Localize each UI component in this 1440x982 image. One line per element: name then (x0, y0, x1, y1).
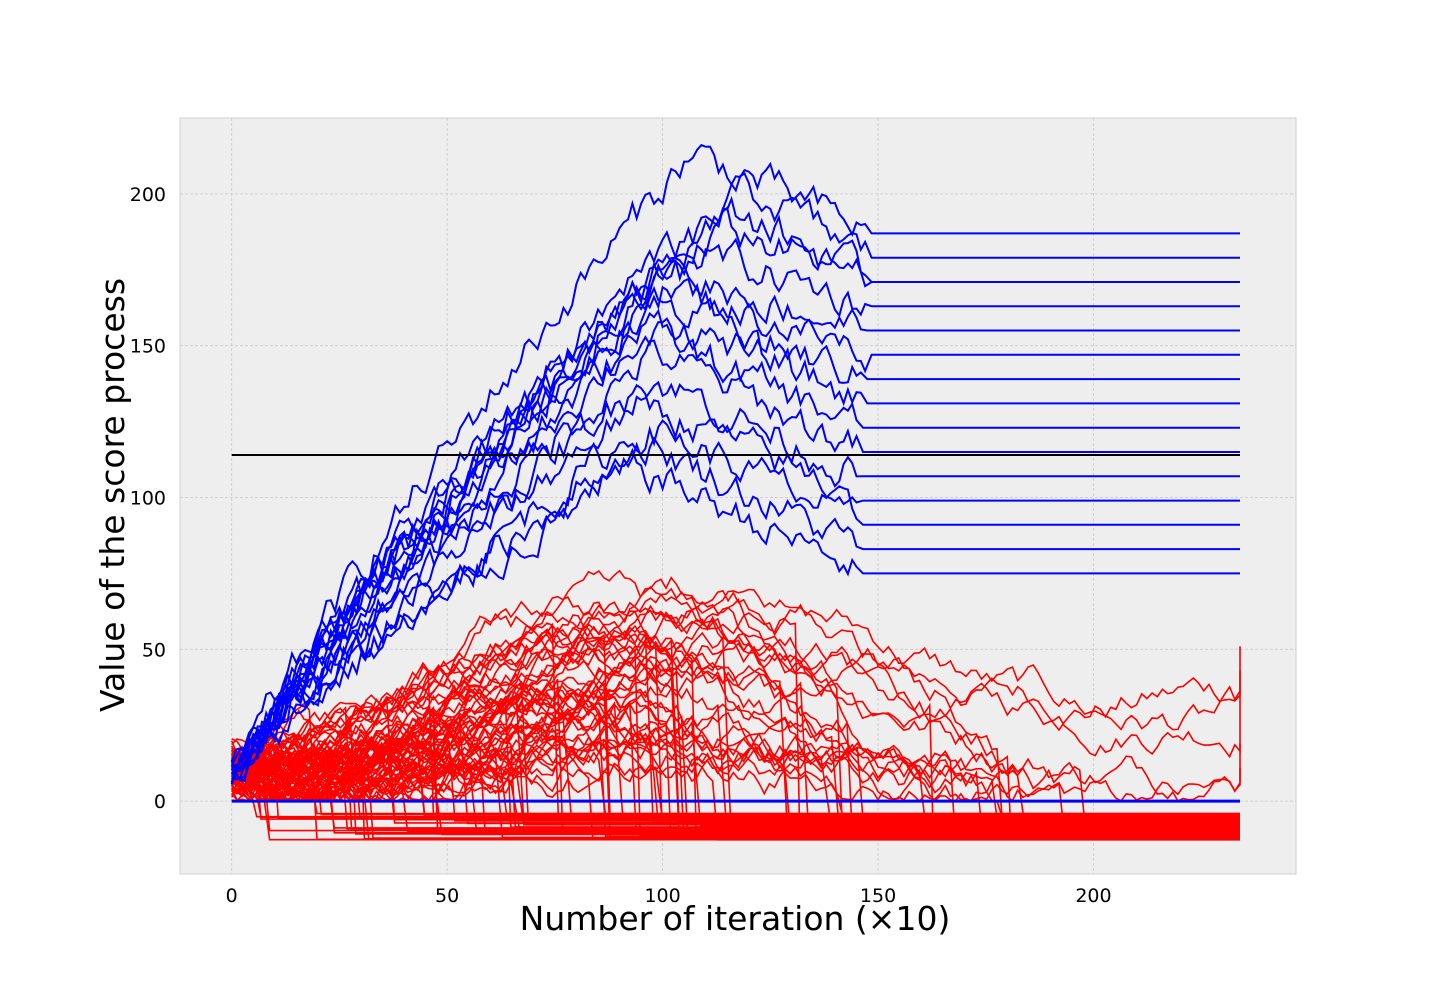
rejected-series-line (231, 702, 1240, 830)
rejected-series-line (231, 757, 1240, 840)
accepted-series-line (230, 285, 1240, 776)
y-axis-title: Value of the score process (93, 278, 132, 712)
accepted-series-line (230, 383, 1240, 763)
rejected-series-line (231, 622, 1240, 817)
y-tick-label: 0 (154, 791, 166, 813)
rejected-series-line (231, 631, 1240, 824)
rejected-series-line (230, 624, 1240, 823)
rejected-series-line (230, 595, 1240, 819)
accepted-series-line (230, 419, 1240, 783)
rejected-series-line (231, 715, 1240, 841)
x-tick-label: 0 (226, 885, 238, 907)
x-axis-title: Number of iteration (×10) (520, 899, 951, 938)
accepted-series-line (231, 317, 1240, 783)
y-tick-label: 200 (130, 184, 166, 206)
x-tick-label: 150 (860, 885, 896, 907)
x-tick-label: 100 (644, 885, 680, 907)
tick-labels: 0 50 100 150 200 0 50 100 150 200 (130, 184, 1112, 907)
accepted-series-line (231, 195, 1240, 781)
y-tick-label: 150 (130, 336, 166, 358)
accepted-series-line (231, 206, 1240, 771)
x-tick-label: 50 (435, 885, 459, 907)
rejected-series-line (231, 750, 1240, 830)
y-tick-label: 100 (130, 488, 166, 510)
y-tick-label: 50 (142, 639, 166, 661)
accepted-series-line (230, 259, 1240, 785)
x-tick-label: 200 (1075, 885, 1111, 907)
accepted-series-line (230, 447, 1240, 767)
rejected-series-line (231, 642, 1240, 836)
accepted-series-line (230, 172, 1240, 778)
rejected-series-line (231, 707, 1240, 816)
accepted-series-line (231, 143, 1240, 775)
accepted-series-line (230, 308, 1240, 781)
rejected-series-line (231, 711, 1240, 837)
accepted-series-group (230, 143, 1240, 803)
accepted-series-line (230, 436, 1240, 782)
